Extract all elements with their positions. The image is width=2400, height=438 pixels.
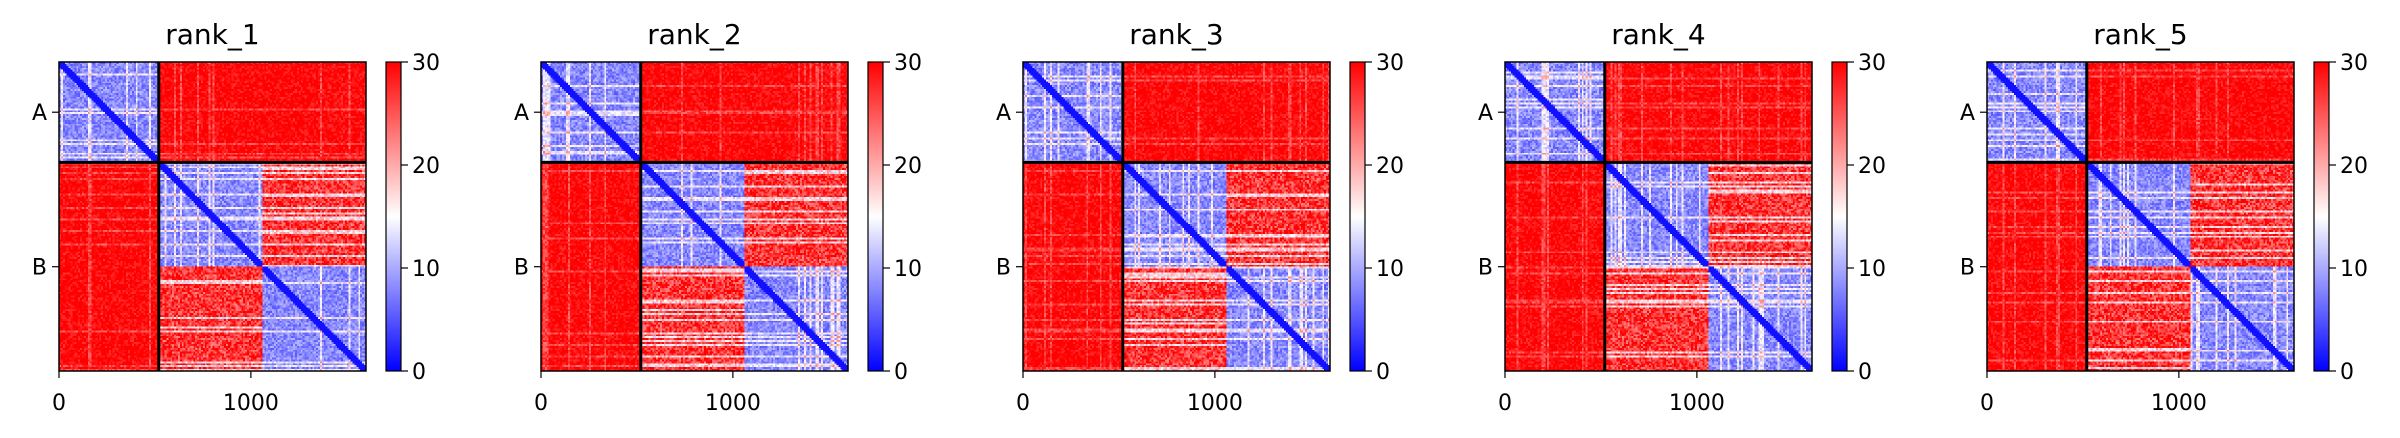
y-tick-label: A	[32, 101, 47, 126]
x-tick-label: 0	[1498, 391, 1512, 416]
heatmap-image	[1505, 62, 1812, 371]
pae-panel-5: rank_5 0 1000 A B 0 10 20 30	[1960, 18, 2368, 416]
y-tick-label: A	[1478, 101, 1493, 126]
heatmap-image	[1987, 62, 2294, 371]
colorbar	[1832, 62, 1847, 371]
x-tick-label: 1000	[1669, 391, 1725, 416]
y-tick-label: B	[1478, 256, 1493, 281]
x-tick-label: 1000	[223, 391, 279, 416]
y-tick-label: B	[514, 256, 529, 281]
colorbar	[386, 62, 401, 371]
pae-panel-1: rank_1 0 1000 A B 0 10 20 30	[32, 18, 440, 416]
x-tick-label: 0	[1016, 391, 1030, 416]
x-tick-label: 0	[534, 391, 548, 416]
colorbar-tick-label: 10	[1858, 257, 1886, 282]
colorbar-tick-label: 20	[1376, 154, 1404, 179]
colorbar-frame	[867, 61, 884, 372]
colorbar	[2314, 62, 2329, 371]
y-tick-label: B	[1960, 256, 1975, 281]
pae-panel-2: rank_2 0 1000 A B 0 10 20 30	[514, 18, 922, 416]
x-tick-label: 1000	[1187, 391, 1243, 416]
colorbar-tick-label: 10	[412, 257, 440, 282]
colorbar	[1350, 62, 1365, 371]
colorbar-tick-label: 0	[894, 360, 908, 385]
colorbar-tick-label: 0	[2340, 360, 2354, 385]
axes-frame	[540, 61, 849, 372]
colorbar-tick-label: 30	[2340, 51, 2368, 76]
y-tick-label: A	[514, 101, 529, 126]
colorbar-tick-label: 20	[1858, 154, 1886, 179]
colorbar-tick-label: 10	[1376, 257, 1404, 282]
colorbar-tick-label: 30	[894, 51, 922, 76]
colorbar-frame	[1831, 61, 1848, 372]
heatmap-image	[541, 62, 848, 371]
axes-frame	[1504, 61, 1813, 372]
pae-panel-4: rank_4 0 1000 A B 0 10 20 30	[1478, 18, 1886, 416]
colorbar-frame	[385, 61, 402, 372]
panel-title: rank_4	[1611, 18, 1705, 51]
colorbar-tick-label: 30	[412, 51, 440, 76]
x-tick-label: 0	[1980, 391, 1994, 416]
axes-frame	[1986, 61, 2295, 372]
axes-frame	[1022, 61, 1331, 372]
colorbar-tick-label: 0	[1376, 360, 1390, 385]
colorbar-tick-label: 0	[412, 360, 426, 385]
colorbar-frame	[2313, 61, 2330, 372]
colorbar-tick-label: 0	[1858, 360, 1872, 385]
y-tick-label: A	[1960, 101, 1975, 126]
colorbar-tick-label: 10	[894, 257, 922, 282]
y-tick-label: B	[996, 256, 1011, 281]
panel-title: rank_1	[165, 18, 259, 51]
heatmap-image	[1023, 62, 1330, 371]
colorbar-tick-label: 10	[2340, 257, 2368, 282]
colorbar-tick-label: 20	[2340, 154, 2368, 179]
pae-panel-3: rank_3 0 1000 A B 0 10 20 30	[996, 18, 1404, 416]
colorbar-tick-label: 30	[1858, 51, 1886, 76]
y-tick-label: A	[996, 101, 1011, 126]
x-tick-label: 1000	[705, 391, 761, 416]
colorbar-tick-label: 20	[894, 154, 922, 179]
colorbar-frame	[1349, 61, 1366, 372]
panel-title: rank_3	[1129, 18, 1223, 51]
colorbar-tick-label: 30	[1376, 51, 1404, 76]
panel-title: rank_5	[2093, 18, 2187, 51]
colorbar	[868, 62, 883, 371]
x-tick-label: 1000	[2151, 391, 2207, 416]
heatmap-image	[59, 62, 366, 371]
colorbar-tick-label: 20	[412, 154, 440, 179]
panel-title: rank_2	[647, 18, 741, 51]
y-tick-label: B	[32, 256, 47, 281]
x-tick-label: 0	[52, 391, 66, 416]
axes-frame	[58, 61, 367, 372]
